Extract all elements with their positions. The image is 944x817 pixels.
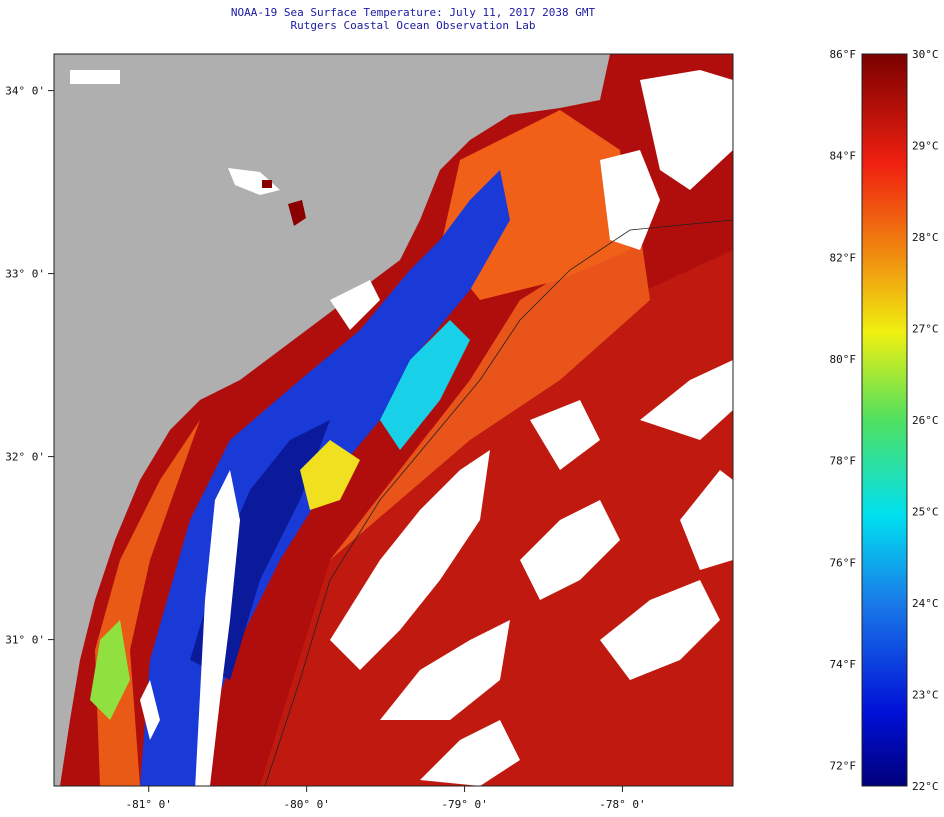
lat-tick-label: 32° 0'	[5, 451, 45, 464]
inland-cloud-speck-2	[228, 168, 280, 195]
colorbar-fahrenheit-label: 74°F	[830, 658, 857, 671]
colorbar-fahrenheit-labels: 86°F 84°F 82°F 80°F 78°F 76°F 74°F 72°F	[830, 48, 857, 773]
colorbar-celsius-label: 28°C	[912, 231, 939, 244]
inland-cloud-speck	[70, 70, 120, 84]
colorbar-celsius-label: 30°C	[912, 48, 939, 61]
title-line-1: NOAA-19 Sea Surface Temperature: July 11…	[230, 6, 596, 19]
lon-tick-label: -78° 0'	[599, 798, 645, 811]
colorbar-fahrenheit-label: 78°F	[830, 455, 857, 468]
shelf-contour-line	[264, 219, 734, 787]
latitude-axis: 34° 0' 33° 0' 32° 0' 31° 0'	[5, 85, 54, 647]
land-mass	[54, 54, 610, 786]
colorbar-celsius-labels: 30°C 29°C 28°C 27°C 26°C 25°C 24°C 23°C 22°C	[912, 48, 939, 793]
colorbar-fahrenheit-label: 82°F	[830, 251, 857, 264]
colorbar-celsius-label: 27°C	[912, 323, 939, 336]
map-frame	[53, 53, 734, 787]
map-imagery	[54, 54, 733, 786]
shelf-orange-water	[330, 230, 650, 560]
upwelling-cyan-patch	[380, 320, 470, 450]
colorbar	[861, 53, 908, 787]
colorbar-fahrenheit-label: 84°F	[830, 150, 857, 163]
lon-tick-label: -80° 0'	[283, 798, 329, 811]
lon-tick-label: -81° 0'	[126, 798, 172, 811]
map-title: NOAA-19 Sea Surface Temperature: July 11…	[0, 6, 826, 32]
longitude-axis: -81° 0' -80° 0' -79° 0' -78° 0'	[126, 786, 646, 811]
colorbar-celsius-label: 22°C	[912, 780, 939, 793]
colorbar-fahrenheit-label: 86°F	[830, 48, 857, 61]
lat-tick-label: 33° 0'	[5, 268, 45, 281]
cloud-mask	[140, 70, 733, 786]
colorbar-fahrenheit-label: 72°F	[830, 760, 857, 773]
title-line-2: Rutgers Coastal Ocean Observation Lab	[290, 19, 536, 32]
lat-tick-label: 34° 0'	[5, 85, 45, 98]
lon-tick-label: -79° 0'	[441, 798, 487, 811]
colorbar-celsius-label: 26°C	[912, 414, 939, 427]
lake-warm-speck-2	[288, 200, 306, 226]
colorbar-celsius-label: 25°C	[912, 506, 939, 519]
lat-tick-label: 31° 0'	[5, 634, 45, 647]
nearshore-green-patch	[90, 620, 130, 720]
upwelling-yellow-patch	[300, 440, 360, 510]
colorbar-celsius-label: 24°C	[912, 597, 939, 610]
colorbar-fahrenheit-label: 80°F	[830, 353, 857, 366]
colorbar-fahrenheit-label: 76°F	[830, 556, 857, 569]
colorbar-celsius-label: 23°C	[912, 689, 939, 702]
lake-warm-speck	[262, 180, 272, 188]
colorbar-celsius-label: 29°C	[912, 140, 939, 153]
